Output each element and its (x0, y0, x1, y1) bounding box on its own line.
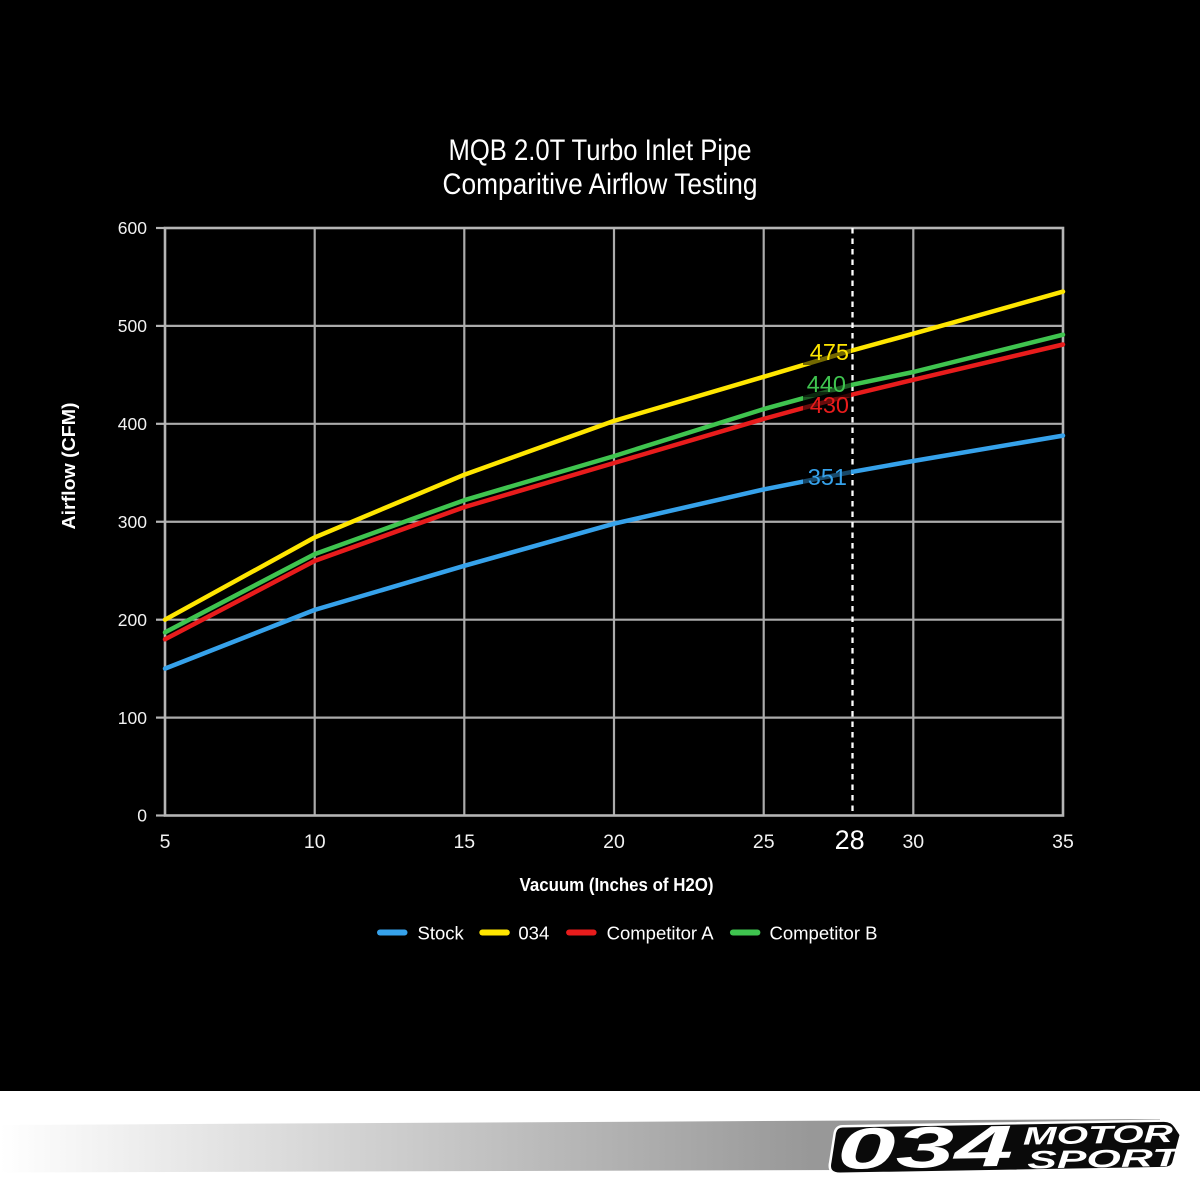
svg-text:475: 475 (810, 339, 849, 365)
svg-text:400: 400 (118, 414, 147, 434)
svg-text:28: 28 (835, 825, 865, 855)
svg-text:25: 25 (753, 831, 775, 853)
svg-text:15: 15 (453, 831, 475, 853)
svg-text:034: 034 (518, 923, 549, 944)
svg-text:Stock: Stock (418, 923, 465, 944)
svg-text:034: 034 (836, 1114, 1013, 1182)
svg-text:500: 500 (118, 316, 147, 336)
svg-text:10: 10 (304, 831, 326, 853)
svg-text:30: 30 (902, 831, 924, 853)
svg-text:100: 100 (118, 708, 147, 728)
svg-text:35: 35 (1052, 831, 1074, 853)
svg-text:200: 200 (118, 610, 147, 630)
svg-text:Vacuum (Inches of H2O): Vacuum (Inches of H2O) (520, 874, 714, 895)
svg-text:MOTOR: MOTOR (1023, 1120, 1173, 1151)
svg-text:20: 20 (603, 831, 625, 853)
svg-text:Competitor A: Competitor A (607, 923, 715, 944)
svg-text:430: 430 (810, 392, 849, 418)
svg-text:351: 351 (808, 464, 847, 490)
svg-text:Airflow (CFM): Airflow (CFM) (58, 403, 79, 530)
svg-text:MQB 2.0T Turbo Inlet Pipe: MQB 2.0T Turbo Inlet Pipe (449, 134, 752, 167)
svg-text:Competitor B: Competitor B (770, 923, 878, 944)
svg-text:Comparitive Airflow Testing: Comparitive Airflow Testing (443, 168, 758, 201)
svg-text:600: 600 (118, 218, 147, 238)
svg-text:5: 5 (160, 831, 171, 853)
svg-text:SPORT: SPORT (1027, 1144, 1184, 1175)
svg-text:0: 0 (137, 806, 147, 826)
svg-text:300: 300 (118, 512, 147, 532)
